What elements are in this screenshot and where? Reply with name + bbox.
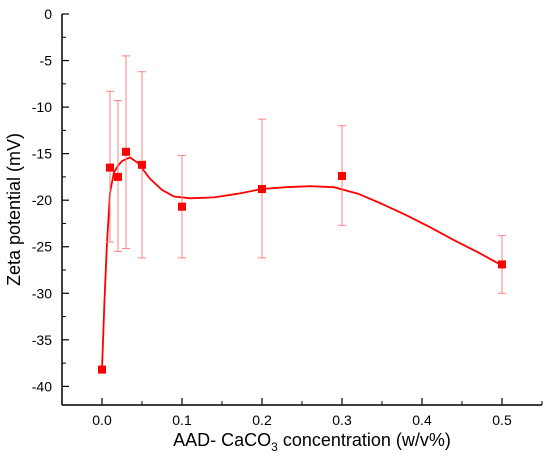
y-tick-label: -15 (32, 146, 52, 162)
fit-curve (101, 156, 503, 370)
y-axis-title: Zeta potential (mV) (4, 133, 24, 286)
axes (61, 14, 542, 406)
x-tick-label: 0.4 (412, 412, 432, 428)
x-tick-label: 0.5 (492, 412, 512, 428)
data-point (106, 163, 114, 172)
y-tick-label: -25 (32, 239, 52, 255)
x-tick-label: 0.1 (172, 412, 192, 428)
x-tick-label: 0.2 (252, 412, 272, 428)
x-axis-title-rest: concentration (w/v%) (278, 430, 451, 450)
ticks (61, 13, 543, 405)
data-point (178, 202, 186, 211)
plot-area (98, 55, 506, 374)
tick-labels: 0 -5 -10 -15 -20 -25 -30 -35 -40 0.0 0.1 0.2 0.3 0.4 0… (32, 6, 512, 428)
data-point (114, 172, 122, 181)
x-axis-title-subscript: 3 (271, 440, 278, 454)
y-tick-label: -10 (32, 99, 52, 115)
data-point (122, 147, 130, 156)
data-point (138, 160, 146, 169)
y-tick-label: -30 (32, 285, 52, 301)
y-tick-label: -40 (32, 378, 52, 394)
y-tick-label: -20 (32, 192, 52, 208)
data-point (338, 171, 346, 180)
data-point (98, 365, 106, 374)
y-tick-label: 0 (44, 6, 52, 22)
x-tick-label: 0.3 (332, 412, 352, 428)
y-tick-label: -35 (32, 332, 52, 348)
y-tick-label: -5 (40, 53, 53, 69)
x-tick-label: 0.0 (92, 412, 112, 428)
data-point (258, 185, 266, 194)
x-axis-title-main: AAD- CaCO (173, 430, 271, 450)
x-axis-title: AAD- CaCO3 concentration (w/v%) (173, 430, 451, 454)
data-point (498, 260, 506, 269)
